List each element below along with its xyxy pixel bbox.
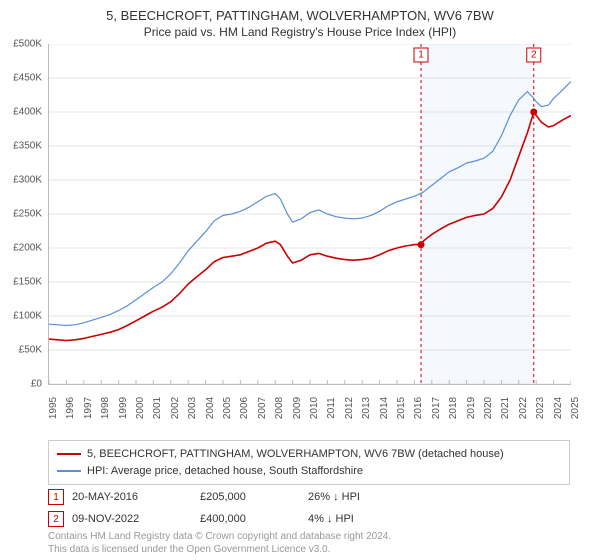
x-tick-label: 2022 bbox=[518, 397, 529, 419]
x-tick-label: 2012 bbox=[344, 397, 355, 419]
svg-text:1: 1 bbox=[418, 50, 424, 61]
sale-price: £400,000 bbox=[200, 513, 300, 525]
x-tick-label: 2010 bbox=[309, 397, 320, 419]
x-tick-label: 2000 bbox=[135, 397, 146, 419]
sale-marker-icon: 2 bbox=[48, 511, 64, 527]
x-tick-label: 2019 bbox=[466, 397, 477, 419]
sales-table: 1 20-MAY-2016 £205,000 26% ↓ HPI 2 09-NO… bbox=[48, 486, 570, 530]
y-tick-label: £450K bbox=[13, 73, 42, 84]
x-tick-label: 1999 bbox=[118, 397, 129, 419]
x-tick-label: 2003 bbox=[187, 397, 198, 419]
y-tick-label: £500K bbox=[13, 39, 42, 50]
x-tick-label: 2013 bbox=[361, 397, 372, 419]
x-tick-label: 2017 bbox=[431, 397, 442, 419]
x-tick-label: 2018 bbox=[448, 397, 459, 419]
footer-line: This data is licensed under the Open Gov… bbox=[48, 543, 391, 556]
x-tick-label: 2015 bbox=[396, 397, 407, 419]
y-tick-label: £250K bbox=[13, 209, 42, 220]
chart-container: 5, BEECHCROFT, PATTINGHAM, WOLVERHAMPTON… bbox=[0, 0, 600, 560]
sales-row: 2 09-NOV-2022 £400,000 4% ↓ HPI bbox=[48, 508, 570, 530]
y-tick-label: £300K bbox=[13, 175, 42, 186]
y-tick-label: £200K bbox=[13, 243, 42, 254]
x-tick-label: 2011 bbox=[326, 397, 337, 419]
x-tick-label: 1995 bbox=[48, 397, 59, 419]
x-tick-label: 2007 bbox=[257, 397, 268, 419]
y-tick-label: £400K bbox=[13, 107, 42, 118]
sale-price: £205,000 bbox=[200, 491, 300, 503]
x-tick-label: 2006 bbox=[239, 397, 250, 419]
x-tick-label: 2024 bbox=[553, 397, 564, 419]
x-tick-label: 1998 bbox=[100, 397, 111, 419]
x-tick-label: 2001 bbox=[152, 397, 163, 419]
legend-item-price-paid: 5, BEECHCROFT, PATTINGHAM, WOLVERHAMPTON… bbox=[57, 446, 561, 463]
sales-row: 1 20-MAY-2016 £205,000 26% ↓ HPI bbox=[48, 486, 570, 508]
sale-date: 09-NOV-2022 bbox=[72, 513, 192, 525]
sale-date: 20-MAY-2016 bbox=[72, 491, 192, 503]
svg-text:2: 2 bbox=[531, 50, 537, 61]
x-tick-label: 2004 bbox=[205, 397, 216, 419]
x-tick-label: 1997 bbox=[83, 397, 94, 419]
sale-marker-icon: 1 bbox=[48, 489, 64, 505]
y-tick-label: £150K bbox=[13, 277, 42, 288]
y-tick-label: £50K bbox=[19, 345, 42, 356]
y-tick-label: £350K bbox=[13, 141, 42, 152]
sale-delta: 4% ↓ HPI bbox=[308, 513, 398, 525]
x-tick-label: 2008 bbox=[274, 397, 285, 419]
x-tick-label: 2005 bbox=[222, 397, 233, 419]
chart-title: 5, BEECHCROFT, PATTINGHAM, WOLVERHAMPTON… bbox=[0, 0, 600, 25]
x-tick-label: 2025 bbox=[570, 397, 581, 419]
legend-swatch bbox=[57, 453, 81, 455]
legend-label: HPI: Average price, detached house, Sout… bbox=[87, 463, 363, 480]
y-tick-label: £0 bbox=[31, 379, 42, 390]
legend-item-hpi: HPI: Average price, detached house, Sout… bbox=[57, 463, 561, 480]
legend-label: 5, BEECHCROFT, PATTINGHAM, WOLVERHAMPTON… bbox=[87, 446, 504, 463]
x-tick-label: 2021 bbox=[500, 397, 511, 419]
legend-swatch bbox=[57, 470, 81, 472]
y-tick-label: £100K bbox=[13, 311, 42, 322]
x-tick-label: 2014 bbox=[379, 397, 390, 419]
x-tick-label: 2020 bbox=[483, 397, 494, 419]
legend: 5, BEECHCROFT, PATTINGHAM, WOLVERHAMPTON… bbox=[48, 440, 570, 485]
x-tick-label: 1996 bbox=[65, 397, 76, 419]
footer-attribution: Contains HM Land Registry data © Crown c… bbox=[48, 530, 391, 556]
plot-svg: 12 bbox=[48, 44, 571, 385]
chart-subtitle: Price paid vs. HM Land Registry's House … bbox=[0, 25, 600, 43]
footer-line: Contains HM Land Registry data © Crown c… bbox=[48, 530, 391, 543]
x-tick-label: 2016 bbox=[413, 397, 424, 419]
x-tick-label: 2002 bbox=[170, 397, 181, 419]
x-tick-label: 2009 bbox=[292, 397, 303, 419]
sale-delta: 26% ↓ HPI bbox=[308, 491, 398, 503]
x-tick-label: 2023 bbox=[535, 397, 546, 419]
chart-area: 12 £0£50K£100K£150K£200K£250K£300K£350K£… bbox=[0, 44, 600, 424]
